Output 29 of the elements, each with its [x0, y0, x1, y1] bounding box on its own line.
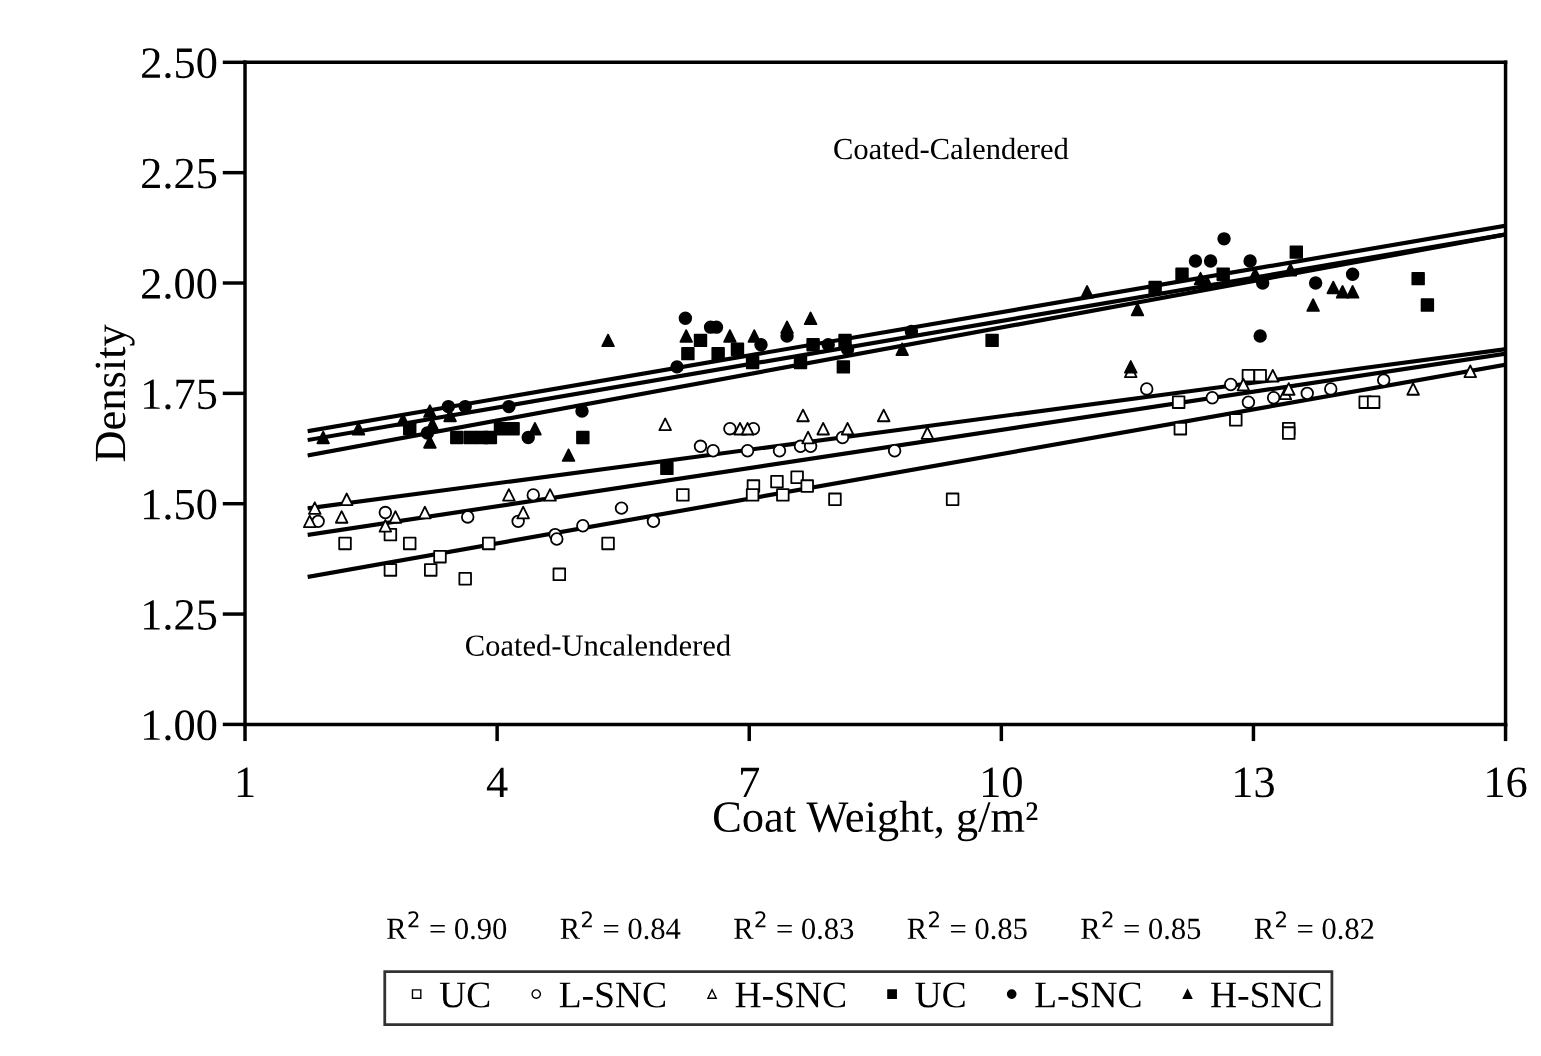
x-tick-label: 10: [983, 767, 1022, 798]
text: R$^{2}$ = 0.85: [1081, 911, 1201, 940]
y-tick-label: 2.00: [142, 268, 217, 300]
text: R$^{2}$ = 0.83: [734, 911, 854, 940]
annotation: Coated-Uncalendered: [466, 634, 731, 656]
legend-label: L-SNC: [559, 982, 666, 1008]
x-tick-label: 13: [1235, 767, 1274, 798]
x-axis-title: Coat Weight, g/m²: [714, 800, 1038, 842]
y-tick-label: 2.50: [142, 48, 217, 79]
y-tick-label: 2.25: [142, 158, 217, 189]
x-tick-label: 7: [741, 767, 760, 797]
annotation: Coated-Calendered: [834, 137, 1069, 160]
text: R$^{2}$ = 0.85: [907, 911, 1027, 940]
legend-label: H-SNC: [735, 982, 846, 1008]
legend-label: UC: [915, 982, 965, 1008]
y-tick-label: 1.50: [144, 489, 217, 520]
y-tick-label: 1.25: [144, 600, 217, 631]
legend-label: UC: [439, 982, 490, 1008]
x-tick-label: 4: [486, 767, 508, 797]
legend-label: L-SNC: [1035, 982, 1141, 1008]
x-tick-label: 16: [1487, 767, 1527, 798]
y-tick-label: 1.00: [144, 710, 217, 741]
text: R$^{2}$ = 0.84: [560, 911, 681, 940]
text: R$^{2}$ = 0.90: [387, 911, 507, 940]
legend-label: H-SNC: [1211, 982, 1321, 1008]
y-axis-title: Density: [95, 324, 135, 462]
text: R$^{2}$ = 0.82: [1254, 911, 1374, 940]
y-tick-label: 1.75: [144, 379, 217, 410]
x-tick-label: 1: [237, 767, 254, 797]
